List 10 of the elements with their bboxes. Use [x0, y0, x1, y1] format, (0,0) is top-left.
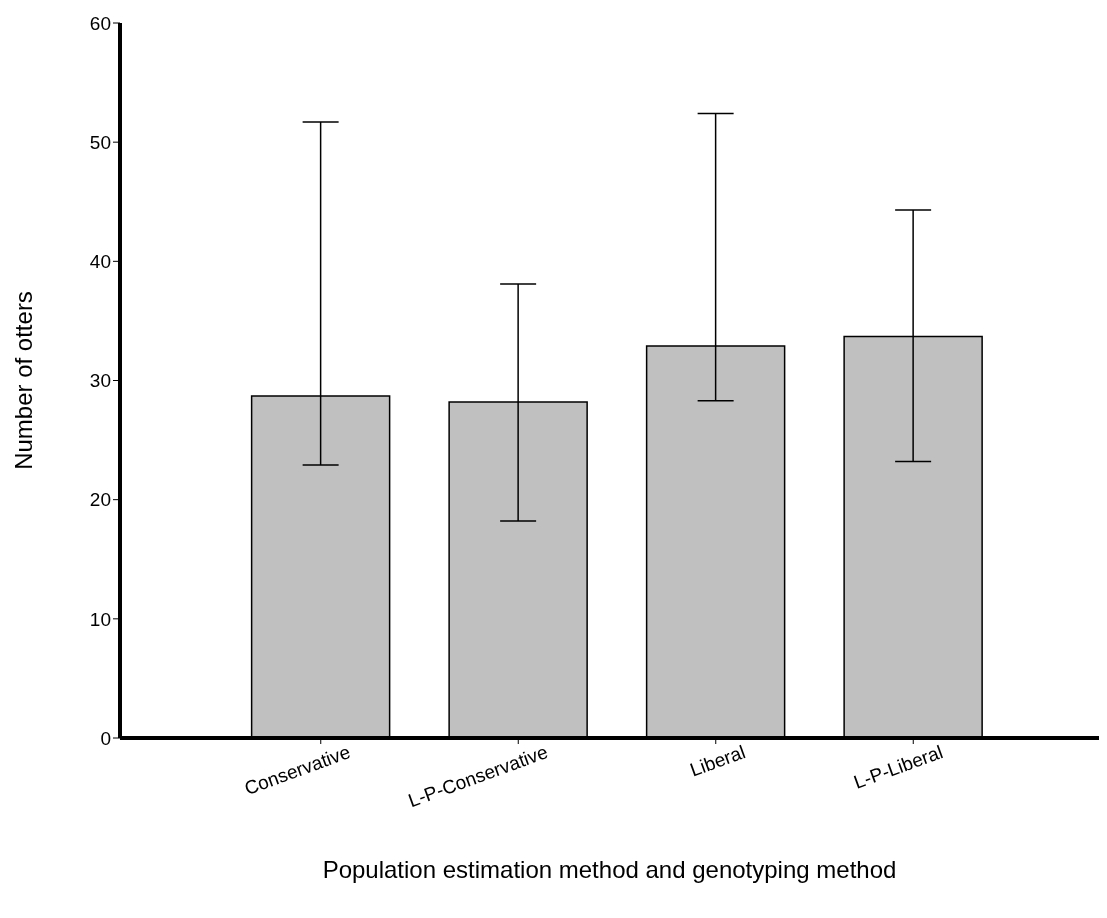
y-tick-label: 20 — [89, 489, 111, 511]
x-tick-label: Liberal — [687, 741, 749, 781]
y-axis-title: Number of otters — [9, 291, 37, 470]
y-tick-label: 30 — [89, 370, 111, 392]
y-tick-label: 60 — [89, 12, 111, 34]
x-axis-title: Population estimation method and genotyping method — [322, 856, 897, 883]
y-tick-label: 40 — [89, 251, 111, 273]
y-tick-label: 0 — [100, 727, 111, 749]
y-tick-label: 50 — [89, 131, 111, 153]
y-tick-label: 10 — [89, 608, 111, 630]
